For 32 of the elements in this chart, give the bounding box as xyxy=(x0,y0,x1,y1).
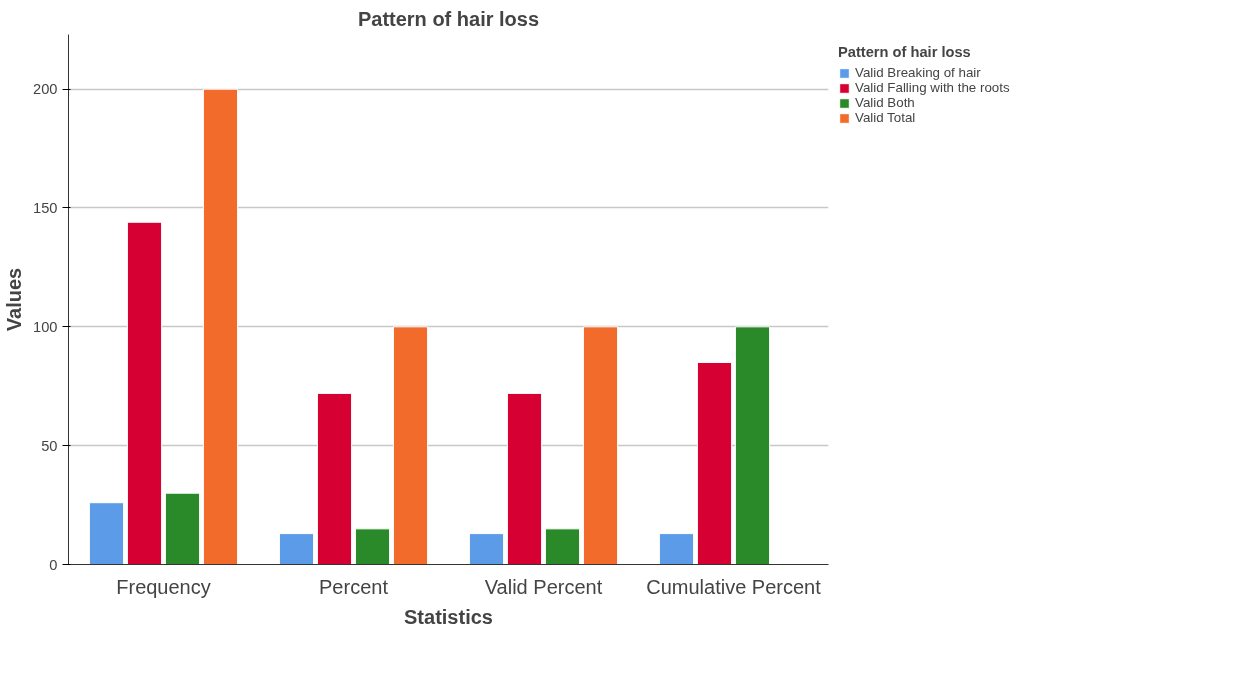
legend-label: Valid Total xyxy=(855,110,916,125)
x-tick-label: Percent xyxy=(319,575,389,598)
chart-title: Pattern of hair loss xyxy=(357,7,540,30)
bar xyxy=(734,326,771,565)
y-tick-label: 200 xyxy=(33,81,58,98)
x-axis-title: Statistics xyxy=(404,605,493,628)
bar xyxy=(544,528,581,565)
y-tick-label: 150 xyxy=(33,200,58,216)
legend-label: Valid Breaking of hair xyxy=(855,65,981,80)
x-tick-label: Frequency xyxy=(116,575,211,598)
bar xyxy=(658,533,695,565)
x-tick-label: Cumulative Percent xyxy=(646,575,822,598)
y-tick-label: 100 xyxy=(33,318,58,335)
bar xyxy=(392,326,429,565)
legend-title: Pattern of hair loss xyxy=(838,44,972,60)
bar xyxy=(126,221,163,565)
bar xyxy=(582,326,619,565)
legend-label: Valid Both xyxy=(855,95,915,110)
bar xyxy=(278,533,315,565)
legend-label: Valid Falling with the roots xyxy=(855,80,1010,95)
bar xyxy=(468,533,505,565)
bar xyxy=(202,88,239,565)
bar xyxy=(164,492,201,565)
y-tick-label: 50 xyxy=(41,437,58,454)
bar xyxy=(316,392,353,565)
bar xyxy=(88,502,125,565)
bar xyxy=(696,361,733,565)
bar xyxy=(506,392,543,565)
y-axis-title: Values xyxy=(3,267,26,332)
y-tick-label: 0 xyxy=(49,556,58,573)
x-tick-label: Valid Percent xyxy=(484,575,603,598)
bar xyxy=(354,528,391,565)
